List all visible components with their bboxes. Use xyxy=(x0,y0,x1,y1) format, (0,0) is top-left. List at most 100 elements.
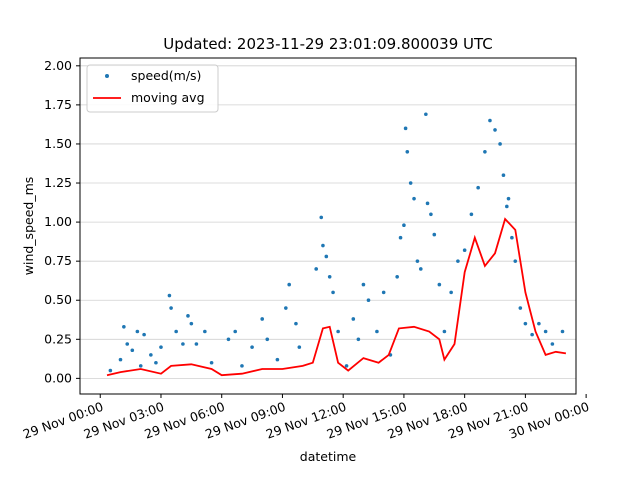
scatter-point xyxy=(159,345,163,349)
legend-marker-scatter xyxy=(105,74,109,78)
scatter-point xyxy=(483,149,487,154)
scatter-point xyxy=(510,235,514,240)
y-tick-label: 1.25 xyxy=(44,175,72,190)
scatter-point xyxy=(284,306,288,310)
scatter-point xyxy=(437,282,442,287)
scatter-point xyxy=(169,306,173,310)
scatter-point xyxy=(240,364,244,368)
moving-avg-line xyxy=(106,217,567,377)
scatter-point xyxy=(395,274,399,279)
scatter-point xyxy=(356,337,361,342)
chart-title: Updated: 2023-11-29 23:01:09.800039 UTC xyxy=(163,35,493,53)
scatter-point xyxy=(543,329,548,334)
scatter-point xyxy=(203,329,207,334)
scatter-point xyxy=(233,329,238,334)
scatter-point xyxy=(530,332,534,337)
scatter-point xyxy=(321,243,325,248)
scatter-point xyxy=(505,204,509,209)
scatter-point xyxy=(518,306,523,310)
scatter-point xyxy=(287,282,291,287)
scatter-point xyxy=(275,357,280,362)
scatter-point xyxy=(361,282,366,287)
scatter-point xyxy=(429,212,433,217)
scatter-point xyxy=(560,329,565,334)
scatter-point xyxy=(442,329,447,334)
scatter-point xyxy=(449,290,453,295)
scatter-point xyxy=(432,232,437,237)
scatter-point xyxy=(412,196,416,201)
scatter-series xyxy=(108,112,565,373)
y-tick-label: 2.00 xyxy=(44,58,72,73)
scatter-point xyxy=(265,337,270,342)
scatter-point xyxy=(351,317,356,321)
scatter-point xyxy=(118,357,123,362)
scatter-point xyxy=(167,293,172,298)
scatter-point xyxy=(138,364,143,368)
legend-box xyxy=(86,64,219,113)
scatter-point xyxy=(476,185,480,190)
y-tick-label: 1.50 xyxy=(44,136,72,151)
scatter-point xyxy=(314,267,318,271)
scatter-point xyxy=(418,267,423,271)
y-tick-label: 0.00 xyxy=(44,370,72,385)
scatter-point xyxy=(513,259,518,263)
scatter-point xyxy=(142,332,146,337)
scatter-point xyxy=(537,321,541,326)
y-tick-label: 0.25 xyxy=(44,331,72,346)
scatter-point xyxy=(506,196,511,201)
y-axis-label: wind_speed_ms xyxy=(21,177,36,276)
scatter-point xyxy=(415,259,420,263)
scatter-point xyxy=(319,215,324,220)
y-tick-label: 0.50 xyxy=(44,292,72,307)
scatter-point xyxy=(294,321,298,326)
legend-label-scatter: speed(m/s) xyxy=(131,68,201,83)
scatter-point xyxy=(344,364,349,368)
scatter-point xyxy=(408,181,413,185)
plot-frame xyxy=(79,57,577,395)
scatter-point xyxy=(469,212,474,217)
scatter-point xyxy=(366,298,371,303)
scatter-point xyxy=(424,112,428,117)
y-tick-label: 1.75 xyxy=(44,97,72,112)
scatter-point xyxy=(108,368,113,373)
y-axis: 0.00 0.25 0.50 0.75 1.00 1.25 1.50 1.75 2.00 xyxy=(44,58,80,385)
x-axis-label: datetime xyxy=(300,449,357,464)
scatter-point xyxy=(250,345,254,349)
scatter-point xyxy=(297,345,302,349)
scatter-point xyxy=(324,254,329,259)
scatter-point xyxy=(501,173,506,178)
scatter-point xyxy=(194,342,199,346)
scatter-point xyxy=(456,259,460,263)
scatter-point xyxy=(327,274,332,279)
scatter-point xyxy=(488,118,492,123)
scatter-point xyxy=(122,325,126,329)
scatter-point xyxy=(149,353,153,357)
scatter-point xyxy=(462,248,467,253)
scatter-point xyxy=(550,342,555,346)
scatter-point xyxy=(523,321,528,326)
legend: speed(m/s) moving avg xyxy=(86,64,219,113)
scatter-point xyxy=(336,329,340,334)
scatter-point xyxy=(189,321,194,326)
scatter-point xyxy=(331,290,335,295)
y-tick-label: 0.75 xyxy=(44,253,72,268)
scatter-point xyxy=(174,329,178,334)
scatter-point xyxy=(405,149,410,154)
scatter-point xyxy=(402,223,406,228)
scatter-point xyxy=(226,337,231,342)
scatter-point xyxy=(181,342,185,346)
scatter-point xyxy=(260,317,265,321)
scatter-point xyxy=(381,290,386,295)
scatter-point xyxy=(498,142,502,146)
scatter-point xyxy=(493,128,497,132)
y-tick-label: 1.00 xyxy=(44,214,72,229)
scatter-point xyxy=(135,329,140,334)
scatter-point xyxy=(425,201,430,206)
scatter-point xyxy=(125,342,130,346)
scatter-point xyxy=(209,360,214,365)
scatter-point xyxy=(186,314,190,318)
scatter-point xyxy=(154,360,158,365)
scatter-point xyxy=(130,348,135,353)
legend-label-line: moving avg xyxy=(131,90,205,105)
